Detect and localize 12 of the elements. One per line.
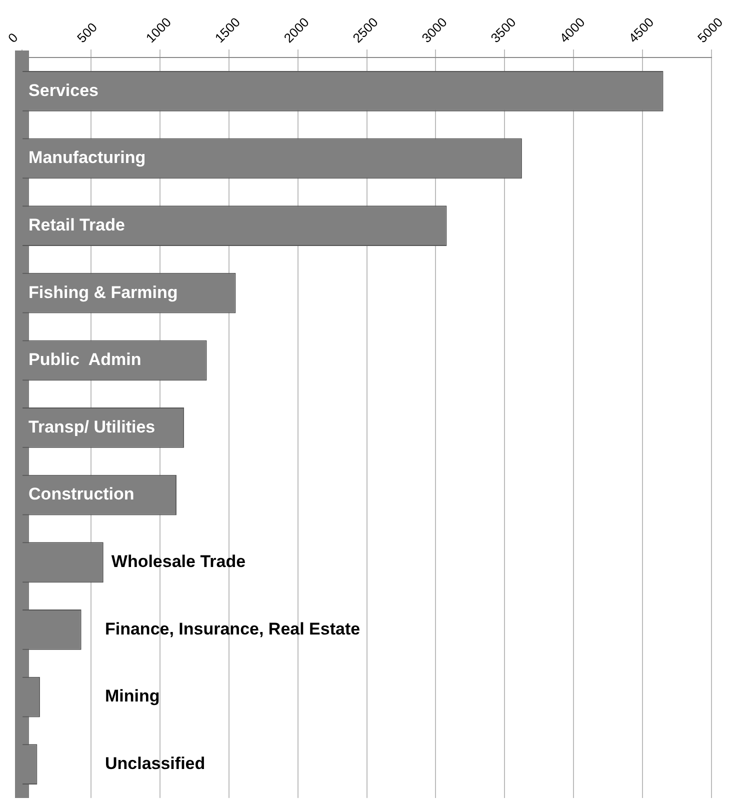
y-tick-label: Manufacturing [28,148,146,168]
x-tick-label: 500 [74,20,100,46]
y-tick-label: Unclassified [104,754,206,774]
y-tick-label: Mining [104,686,160,706]
y-tick-label: Public Admin [28,350,142,370]
y-tick-label: Retail Trade [28,215,125,234]
y-tick-label: Services [28,80,98,100]
y-tick-label: Transp/ Utilities [28,417,156,436]
y-tick-label: Finance, Insurance, Real Estate [104,619,360,638]
y-tick-label: Construction [28,484,134,504]
y-tick-label: Fishing & Farming [28,282,178,302]
y-tick-label: Wholesale Trade [111,552,246,572]
